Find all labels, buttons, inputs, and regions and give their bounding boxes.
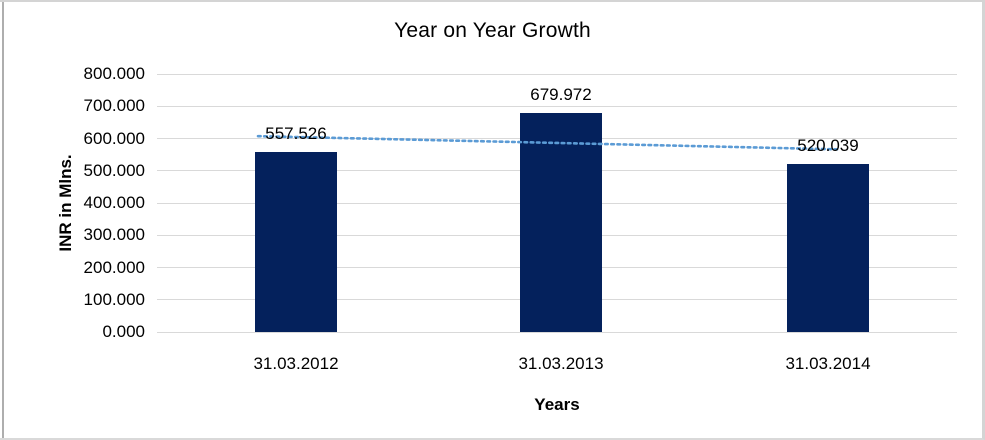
x-tick-label: 31.03.2013 [518, 354, 604, 373]
plot-area [157, 73, 957, 333]
bar [787, 164, 869, 332]
x-tick-label: 31.03.2014 [785, 354, 871, 373]
y-tick-label: 300.000 [83, 225, 145, 245]
gridline [157, 105, 957, 107]
bar-data-label: 679.972 [530, 84, 592, 104]
y-tick-label: 400.000 [83, 193, 145, 212]
gridline [157, 331, 957, 333]
bar [255, 152, 337, 332]
y-tick-label: 100.000 [83, 289, 145, 309]
bar-data-label: 557.526 [265, 124, 327, 144]
chart-title: Year on Year Growth [394, 19, 591, 42]
y-tick-label: 700.000 [83, 96, 145, 116]
gridline [157, 73, 957, 75]
y-tick-label: 0.000 [102, 322, 145, 341]
y-tick-label: 200.000 [83, 257, 145, 277]
bar [520, 112, 602, 332]
bar-data-label: 520.039 [797, 136, 859, 156]
y-tick-label: 600.000 [83, 128, 145, 148]
y-tick-label: 500.000 [83, 160, 145, 180]
y-tick-label: 800.000 [83, 64, 145, 83]
x-tick-label: 31.03.2012 [253, 354, 339, 373]
trendline [256, 134, 840, 151]
x-axis-title: Years [534, 395, 580, 414]
